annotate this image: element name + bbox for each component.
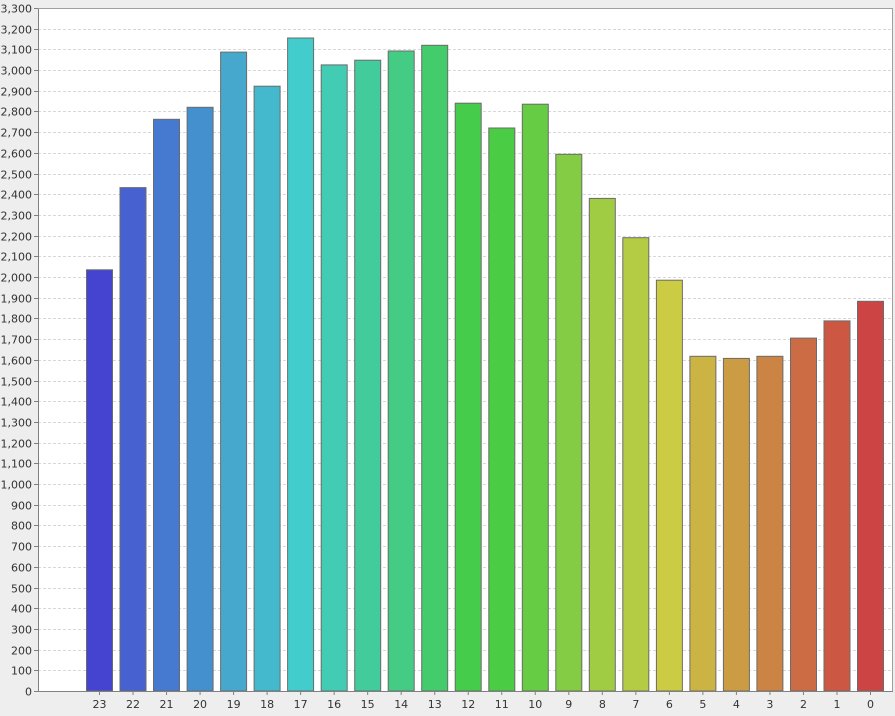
bars <box>86 37 884 692</box>
x-tick-label: 7 <box>632 698 639 711</box>
y-tick-label: 900 <box>11 500 32 513</box>
y-tick-label: 1,800 <box>1 313 33 326</box>
y-axis-ticks: 0 100 200 300 400 500 600 700 800 900 1,000 1,100 1,… <box>1 3 38 699</box>
x-tick-label: 3 <box>766 698 773 711</box>
x-tick-label: 8 <box>599 698 606 711</box>
x-tick-label: 9 <box>565 698 572 711</box>
y-tick-label: 1,900 <box>1 293 33 306</box>
x-tick-label: 14 <box>394 698 408 711</box>
y-tick-label: 1,300 <box>1 417 33 430</box>
bar-12 <box>454 102 482 692</box>
x-tick-label: 23 <box>93 698 107 711</box>
bar-21 <box>153 118 180 692</box>
bar-22 <box>119 187 147 692</box>
y-tick-label: 2,300 <box>1 210 33 223</box>
x-tick-label: 4 <box>733 698 740 711</box>
bar-2 <box>790 337 817 692</box>
x-tick-label: 16 <box>327 698 341 711</box>
x-tick-label: 0 <box>867 698 874 711</box>
x-tick-label: 6 <box>666 698 673 711</box>
x-tick-label: 12 <box>461 698 475 711</box>
x-tick-label: 10 <box>528 698 542 711</box>
bar-0 <box>857 300 884 692</box>
y-tick-label: 1,400 <box>1 396 33 409</box>
y-tick-label: 200 <box>11 645 32 658</box>
bar-1 <box>823 320 851 692</box>
x-axis-ticks: 23 22 21 20 19 18 17 16 15 14 13 12 11 10 9 8 7 6 5 4 3 2 1 0 <box>93 691 874 711</box>
x-tick-label: 22 <box>126 698 140 711</box>
bar-15 <box>354 59 382 692</box>
bar-7 <box>622 237 650 692</box>
y-tick-label: 1,600 <box>1 355 33 368</box>
x-tick-label: 13 <box>428 698 442 711</box>
bar-20 <box>186 106 214 692</box>
y-tick-label: 300 <box>11 624 32 637</box>
bar-10 <box>521 103 549 692</box>
y-tick-label: 3,300 <box>1 3 33 16</box>
bar-13 <box>421 44 449 692</box>
x-tick-label: 15 <box>361 698 375 711</box>
bar-18 <box>253 85 281 692</box>
bar-8 <box>588 197 616 692</box>
y-tick-label: 700 <box>11 541 32 554</box>
y-tick-label: 600 <box>11 562 32 575</box>
bar-6 <box>655 279 683 692</box>
y-tick-label: 1,500 <box>1 376 33 389</box>
bar-16 <box>320 64 348 692</box>
y-tick-label: 2,600 <box>1 148 33 161</box>
y-tick-label: 2,500 <box>1 169 33 182</box>
y-tick-label: 800 <box>11 520 32 533</box>
y-tick-label: 1,700 <box>1 334 33 347</box>
axes <box>38 8 893 692</box>
y-tick-label: 2,100 <box>1 251 33 264</box>
y-tick-label: 2,900 <box>1 86 33 99</box>
x-tick-label: 20 <box>193 698 207 711</box>
x-tick-label: 11 <box>495 698 509 711</box>
bar-14 <box>387 50 415 692</box>
x-tick-label: 2 <box>800 698 807 711</box>
x-tick-label: 17 <box>294 698 308 711</box>
y-tick-label: 3,000 <box>1 65 33 78</box>
x-tick-label: 5 <box>699 698 706 711</box>
bar-23 <box>86 269 113 692</box>
bar-5 <box>689 355 717 692</box>
y-tick-label: 100 <box>11 665 32 678</box>
y-tick-label: 2,700 <box>1 127 33 140</box>
x-tick-label: 18 <box>260 698 274 711</box>
bar-9 <box>555 153 583 692</box>
y-tick-label: 2,800 <box>1 106 33 119</box>
y-tick-label: 2,000 <box>1 272 33 285</box>
bar-4 <box>722 357 750 692</box>
x-tick-label: 19 <box>227 698 241 711</box>
y-tick-label: 1,200 <box>1 438 33 451</box>
y-tick-label: 3,200 <box>1 24 33 37</box>
y-tick-label: 1,000 <box>1 479 33 492</box>
y-tick-label: 1,100 <box>1 458 33 471</box>
bar-3 <box>756 355 784 692</box>
x-tick-label: 21 <box>160 698 174 711</box>
x-tick-label: 1 <box>833 698 840 711</box>
bar-11 <box>488 127 516 692</box>
bar-19 <box>220 51 248 692</box>
y-tick-label: 3,100 <box>1 44 33 57</box>
y-tick-label: 0 <box>25 686 32 699</box>
y-tick-label: 2,400 <box>1 189 33 202</box>
y-tick-label: 2,200 <box>1 231 33 244</box>
y-tick-label: 400 <box>11 603 32 616</box>
bar-17 <box>287 37 315 692</box>
y-tick-label: 500 <box>11 583 32 596</box>
